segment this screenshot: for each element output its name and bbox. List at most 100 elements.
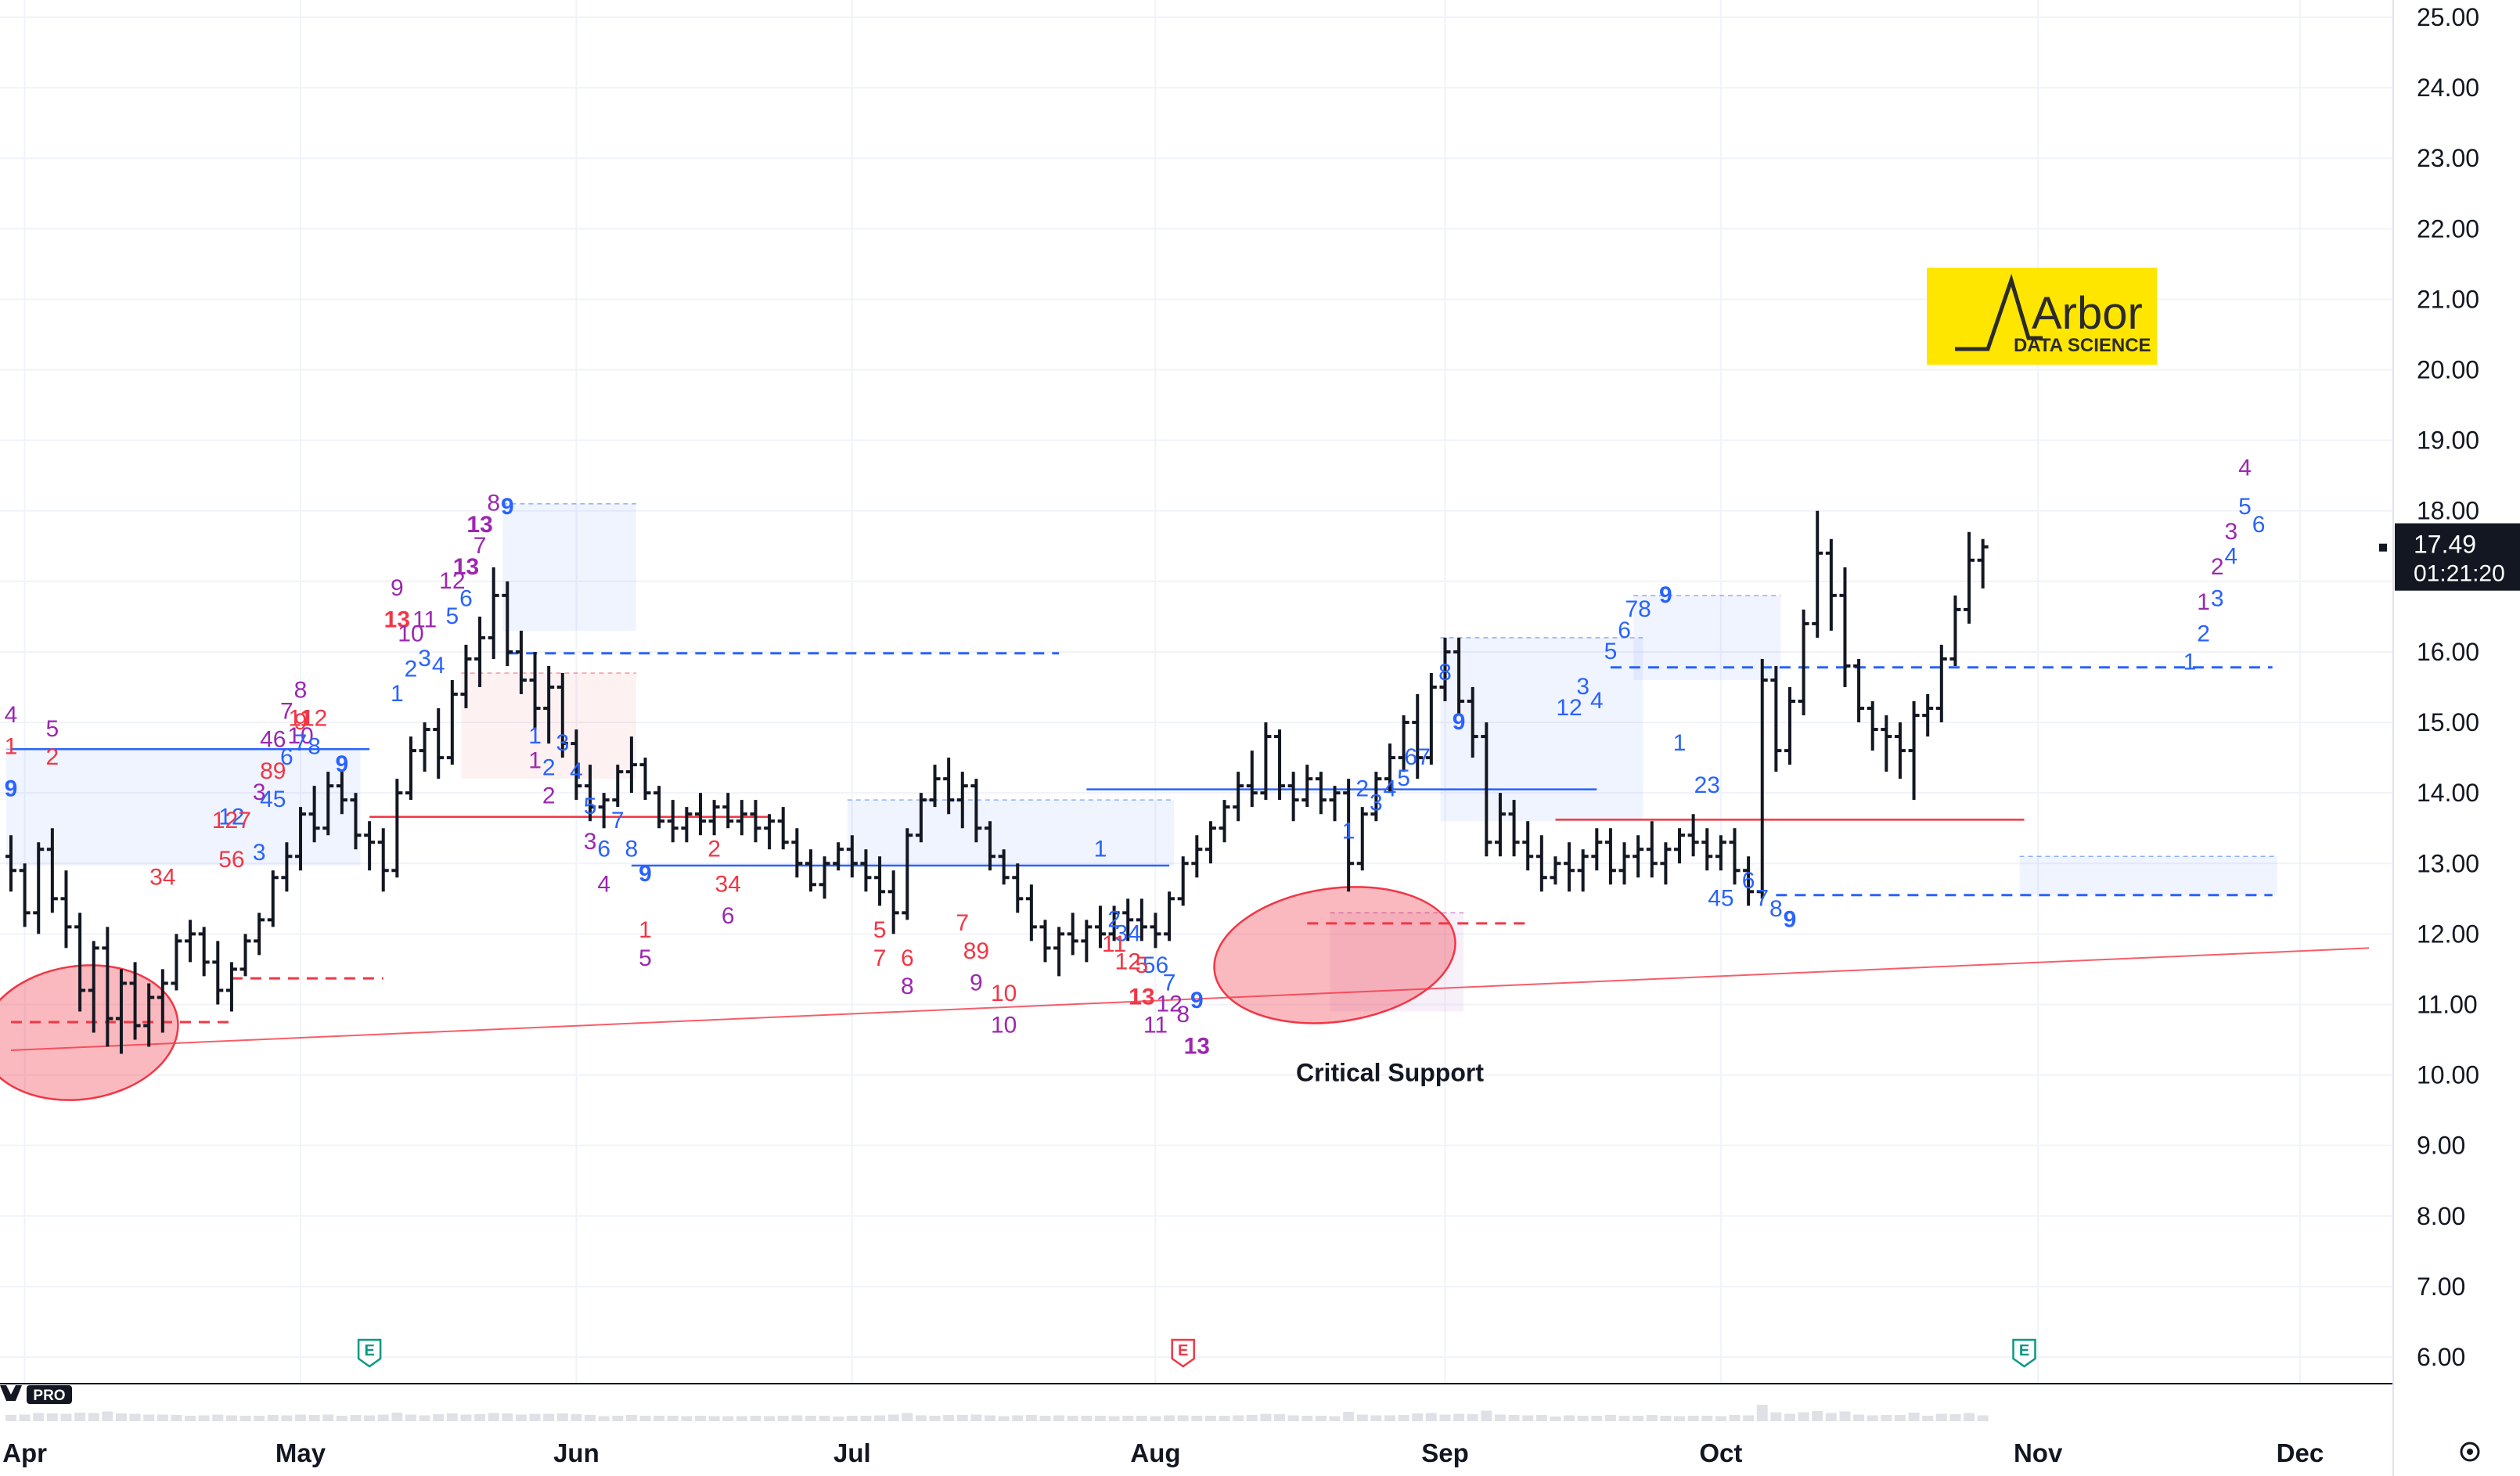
sequential-count: 7 [1163, 970, 1176, 995]
sequential-count: 4 [2224, 543, 2237, 569]
volume-bar [791, 1415, 803, 1421]
ohlc-bar [1604, 828, 1616, 885]
volume-bar [1384, 1415, 1395, 1421]
ohlc-bar [1564, 842, 1575, 892]
ohlc-bar [1935, 644, 1947, 723]
signal-zone [1633, 595, 1781, 680]
price-tick-label: 18.00 [2417, 497, 2479, 525]
volume-bar [1439, 1414, 1451, 1421]
volume-bar [446, 1413, 458, 1421]
volume-bar [460, 1414, 472, 1421]
volume-bar [1550, 1417, 1561, 1421]
sequential-count: 6 [1742, 868, 1755, 894]
price-tick-label: 19.00 [2417, 427, 2479, 455]
ohlc-bar [391, 779, 403, 878]
price-tick-label: 25.00 [2417, 3, 2479, 31]
volume-bar [1315, 1416, 1327, 1421]
volume-bar [1246, 1415, 1258, 1421]
sequential-count: 3 [253, 779, 266, 805]
month-tick-label: Jul [833, 1438, 871, 1467]
signal-zone [1440, 637, 1643, 822]
volume-bar [1812, 1411, 1823, 1421]
sequential-count: 12 [1556, 695, 1582, 721]
sequential-count: 4 [1384, 776, 1397, 802]
price-tick-label: 16.00 [2417, 638, 2479, 666]
volume-bar [185, 1416, 196, 1421]
sequential-count: 13 [466, 512, 492, 538]
sequential-count: 13 [453, 554, 479, 580]
sequential-count: 8 [1176, 1002, 1190, 1028]
time-axis[interactable]: Apr May Jun Jul Aug Sep Oct Nov Dec [2, 1438, 2324, 1467]
sequential-count: 2 [46, 744, 59, 770]
ohlc-bar [1053, 927, 1065, 977]
month-tick-label: Jun [553, 1438, 599, 1467]
volume-bar [1715, 1416, 1726, 1421]
volume-bar [1660, 1416, 1672, 1421]
ohlc-bar [1136, 898, 1147, 941]
sequential-count: 9 [1784, 906, 1797, 932]
ohlc-bar [1908, 701, 1920, 801]
ohlc-bar [239, 934, 251, 977]
price-tick-label: 23.00 [2417, 144, 2479, 172]
gear-icon[interactable] [2460, 1442, 2480, 1462]
logo: Arbor DATA SCIENCE [1927, 268, 2157, 365]
last-price-countdown: 01:21:20 [2414, 561, 2505, 587]
sequential-count: 10 [991, 981, 1017, 1006]
annotation-critical-support: Critical Support [1296, 1059, 1484, 1087]
volume-bar [295, 1414, 307, 1421]
ohlc-bar [1012, 863, 1024, 913]
ohlc-bar [1039, 920, 1051, 963]
volume-bar [722, 1416, 734, 1421]
ohlc-bar [102, 927, 113, 1047]
volume-bar [985, 1415, 996, 1421]
volume-bar [970, 1414, 982, 1421]
logo-tagline: DATA SCIENCE [2014, 335, 2151, 356]
sequential-count: 4 [5, 702, 18, 728]
volume-bar [1729, 1415, 1741, 1421]
volume-bar [1853, 1414, 1865, 1421]
volume-bar [225, 1415, 237, 1421]
ohlc-bar [1674, 828, 1686, 864]
ohlc-bar [1191, 835, 1203, 878]
volume-bar [598, 1416, 610, 1421]
ohlc-bar [254, 913, 265, 956]
sequential-count: 4 [597, 871, 610, 897]
ohlc-bar [529, 651, 541, 730]
volume-bar [1564, 1415, 1575, 1421]
volume-bar [805, 1416, 816, 1421]
volume-bar [474, 1414, 486, 1421]
ohlc-bar [833, 842, 844, 871]
sequential-count: 56 [218, 847, 244, 873]
volume-bar [998, 1416, 1010, 1421]
price-tick-label: 9.00 [2417, 1132, 2465, 1160]
price-axis[interactable]: 25.00 24.00 23.00 22.00 21.00 20.00 19.00 18.00… [2417, 3, 2479, 1371]
volume-bar [874, 1415, 886, 1421]
ohlc-bar [1177, 856, 1189, 906]
ohlc-bar [225, 962, 237, 1012]
volume-bar [929, 1416, 941, 1421]
month-tick-label: Apr [2, 1438, 47, 1467]
ohlc-bar [1274, 729, 1286, 801]
ohlc-bar [1633, 835, 1644, 878]
ohlc-bar [446, 679, 458, 765]
ohlc-bar [1825, 538, 1837, 631]
volume-bar [1094, 1416, 1106, 1421]
volume-bar [88, 1413, 99, 1421]
signal-zone [847, 800, 1175, 866]
volume-bar [391, 1413, 403, 1421]
ohlc-bar [1715, 835, 1726, 871]
ohlc-bar [33, 842, 45, 934]
sequential-count: 3 [253, 840, 266, 866]
ohlc-bar [88, 941, 99, 1033]
volume-bar [364, 1415, 376, 1421]
ohlc-bar [695, 793, 706, 836]
price-tick-label: 12.00 [2417, 920, 2479, 948]
volume-bar [308, 1415, 320, 1421]
volume-bar [1977, 1415, 1989, 1421]
volume-bar [1535, 1415, 1547, 1421]
sequential-count: 11 [1102, 931, 1126, 957]
volume-bar [1604, 1415, 1616, 1421]
ohlc-bar [571, 729, 582, 801]
ohlc-bar [1219, 800, 1230, 843]
